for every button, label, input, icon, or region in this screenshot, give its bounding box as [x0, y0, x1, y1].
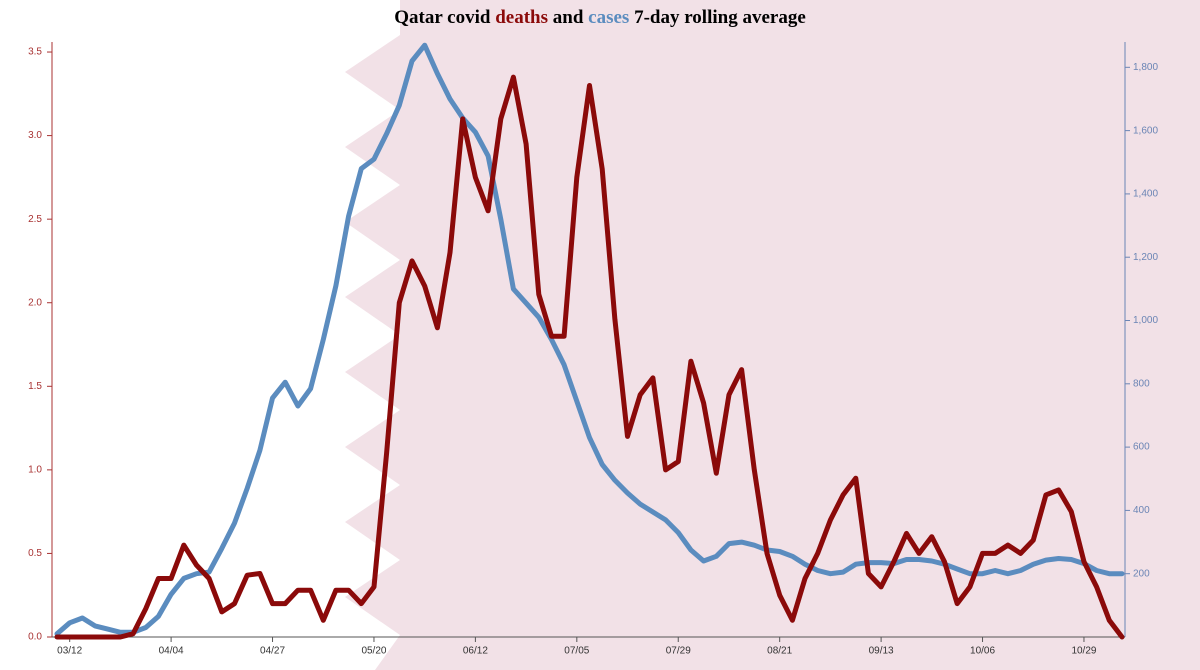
x-tick-label: 09/13 [869, 646, 894, 657]
x-tick-label: 08/21 [767, 646, 792, 657]
y-tick-label: 3.0 [28, 130, 42, 141]
y2-tick-label: 200 [1133, 568, 1150, 579]
y-tick-label: 0.0 [28, 632, 42, 643]
y-tick-label: 0.5 [28, 548, 42, 559]
title-cases: cases [588, 7, 630, 28]
y-tick-label: 1.5 [28, 381, 42, 392]
x-tick-label: 07/05 [564, 646, 589, 657]
title-deaths: deaths [495, 7, 549, 28]
x-tick-label: 10/29 [1071, 646, 1096, 657]
x-tick-label: 04/27 [260, 646, 285, 657]
chart-title: Qatar covid deaths and cases 7-day rolli… [0, 7, 1200, 29]
y2-tick-label: 1,200 [1133, 252, 1158, 263]
y2-tick-label: 1,400 [1133, 189, 1158, 200]
y2-tick-label: 1,000 [1133, 315, 1158, 326]
x-tick-label: 06/12 [463, 646, 488, 657]
y2-tick-label: 1,800 [1133, 62, 1158, 73]
y-tick-label: 2.0 [28, 297, 42, 308]
x-tick-label: 10/06 [970, 646, 995, 657]
x-tick-label: 05/20 [361, 646, 386, 657]
y2-tick-label: 800 [1133, 378, 1150, 389]
series-line [54, 74, 1125, 640]
y2-tick-label: 1,600 [1133, 125, 1158, 136]
title-text: and [552, 7, 584, 28]
x-tick-label: 04/04 [159, 646, 184, 657]
x-tick-label: 03/12 [57, 646, 82, 657]
title-text: 7-day rolling average [634, 7, 806, 28]
y-tick-label: 2.5 [28, 214, 42, 225]
y-tick-label: 1.0 [28, 465, 42, 476]
flag-background [345, 0, 1200, 670]
y2-tick-label: 600 [1133, 442, 1150, 453]
y-tick-label: 3.5 [28, 47, 42, 58]
x-tick-label: 07/29 [666, 646, 691, 657]
y2-tick-label: 400 [1133, 505, 1150, 516]
title-text: Qatar covid [394, 7, 491, 28]
